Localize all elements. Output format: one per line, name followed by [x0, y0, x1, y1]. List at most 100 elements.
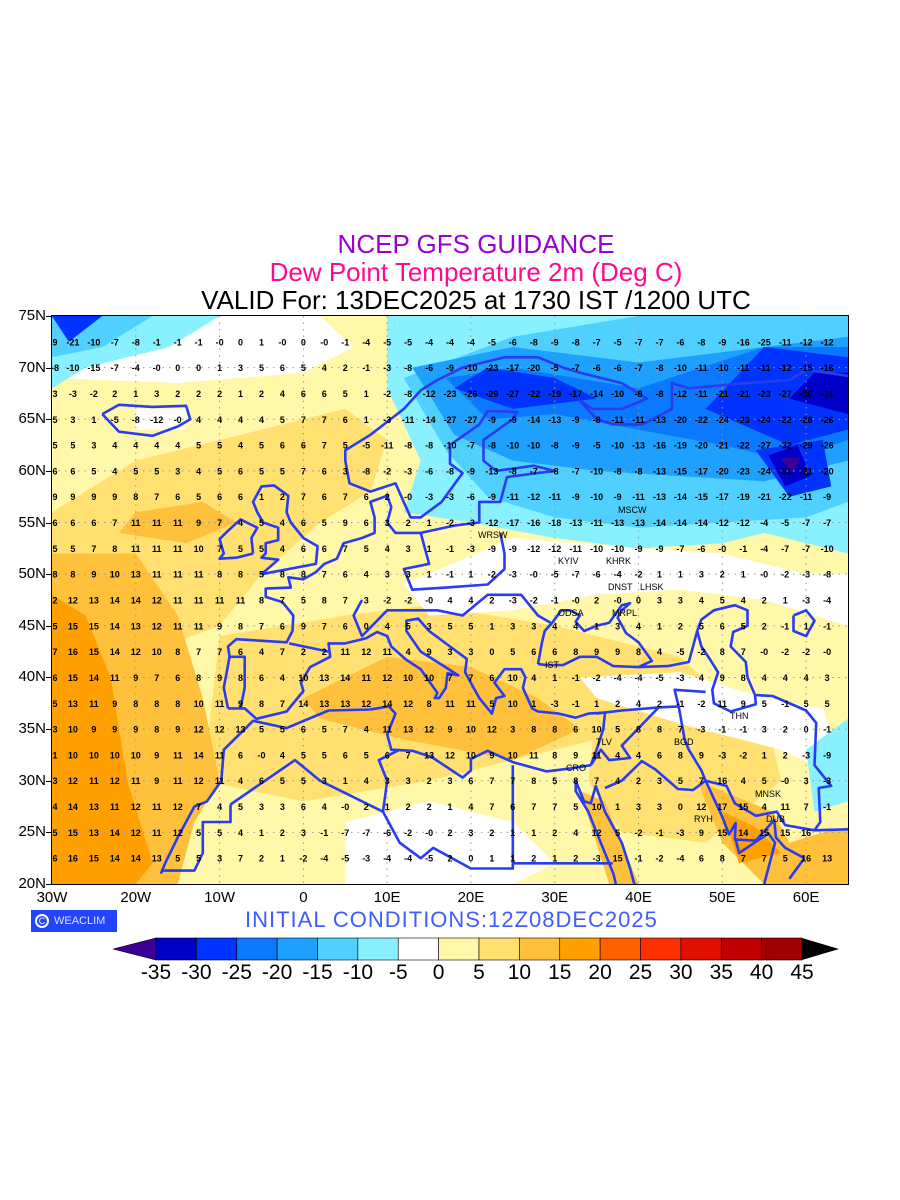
grid-value: 13: [822, 854, 832, 864]
grid-value: -23: [737, 466, 750, 476]
grid-value: 4: [280, 518, 285, 528]
grid-value: 7: [52, 647, 57, 657]
coastline: [596, 706, 659, 715]
grid-value: 16: [801, 828, 811, 838]
grid-value: -2: [634, 570, 642, 580]
grid-value: 4: [385, 621, 390, 631]
grid-value: 4: [468, 596, 473, 606]
grid-value: -10: [590, 544, 603, 554]
grid-value: 11: [152, 544, 162, 554]
grid-value: 5: [825, 699, 830, 709]
grid-value: 9: [720, 673, 725, 683]
coastline: [589, 688, 706, 766]
grid-value: 13: [89, 828, 99, 838]
grid-value: -13: [632, 441, 645, 451]
grid-value: 11: [780, 802, 790, 812]
grid-value: -3: [823, 776, 831, 786]
grid-value: -4: [823, 596, 831, 606]
grid-value: -1: [362, 363, 370, 373]
grid-value: 12: [487, 725, 497, 735]
grid-value: -1: [320, 828, 328, 838]
grid-value: 3: [406, 776, 411, 786]
grid-value: 3: [510, 725, 515, 735]
city-label-odsa: ODSA: [558, 607, 584, 618]
grid-value: 6: [322, 492, 327, 502]
grid-value: 1: [531, 828, 536, 838]
grid-value: 1: [427, 518, 432, 528]
grid-value: -10: [590, 466, 603, 476]
grid-value: -1: [739, 544, 747, 554]
grid-value: 6: [238, 750, 243, 760]
grid-value: 4: [322, 802, 327, 812]
grid-value: -17: [695, 466, 708, 476]
contour-fill-26: [52, 316, 103, 342]
grid-value: 2: [678, 621, 683, 631]
grid-value: 15: [89, 854, 99, 864]
grid-value: -14: [695, 518, 708, 528]
grid-value: 12: [215, 725, 225, 735]
grid-value: 6: [91, 518, 96, 528]
grid-value: -3: [802, 596, 810, 606]
grid-value: 2: [615, 699, 620, 709]
grid-value: 11: [131, 544, 141, 554]
grid-value: -11: [402, 415, 415, 425]
grid-value: -8: [634, 389, 642, 399]
grid-value: -31: [821, 389, 834, 399]
grid-value: 6: [52, 854, 57, 864]
grid-value: -8: [823, 570, 831, 580]
grid-value: 6: [238, 492, 243, 502]
grid-value: 5: [280, 776, 285, 786]
grid-value: -7: [802, 544, 810, 554]
grid-value: -0: [404, 492, 412, 502]
grid-value: -1: [551, 596, 559, 606]
grid-value: 5: [280, 725, 285, 735]
grid-value: 6: [364, 518, 369, 528]
grid-value: 10: [110, 570, 120, 580]
colorbar-swatch: [680, 937, 722, 961]
grid-value: -8: [404, 363, 412, 373]
grid-value: 12: [424, 725, 434, 735]
grid-value: 2: [447, 828, 452, 838]
grid-value: -11: [779, 337, 792, 347]
grid-value: 14: [131, 596, 141, 606]
grid-value: 4: [52, 802, 57, 812]
grid-value: -7: [572, 466, 580, 476]
grid-value: 12: [110, 776, 120, 786]
grid-value: 6: [70, 466, 75, 476]
colorbar-swatch: [559, 937, 601, 961]
grid-value: 6: [301, 518, 306, 528]
grid-value: 11: [152, 802, 162, 812]
grid-value: -1: [823, 725, 831, 735]
grid-value: 4: [238, 518, 243, 528]
grid-values: 9 -21 -10 -7 -8 -1 -1 -1 -0 0 1 -0 0 -0 -1 -4 -5 -5 -4 -4 -4…: [52, 337, 834, 863]
grid-value: 3: [427, 621, 432, 631]
coastline: [228, 617, 607, 766]
grid-value: 4: [573, 621, 578, 631]
city-label-ryh: RYH: [694, 814, 713, 825]
grid-value: 11: [466, 699, 476, 709]
grid-value: 8: [322, 596, 327, 606]
grid-value: 1: [657, 570, 662, 580]
grid-value: 14: [110, 621, 120, 631]
grid-value: -3: [383, 363, 391, 373]
grid-value: -3: [509, 596, 517, 606]
grid-value: 0: [489, 647, 494, 657]
grid-value: -29: [485, 389, 498, 399]
grid-value: -14: [527, 415, 540, 425]
grid-value: 3: [510, 621, 515, 631]
colorbar-swatch: [276, 937, 318, 961]
grid-value: -20: [674, 415, 687, 425]
grid-value: 3: [322, 776, 327, 786]
grid-value: -6: [425, 363, 433, 373]
grid-value: 3: [280, 802, 285, 812]
grid-value: 9: [238, 699, 243, 709]
coastline: [638, 630, 699, 669]
grid-value: 10: [508, 699, 518, 709]
grid-value: 2: [322, 647, 327, 657]
colorbar-label: -20: [261, 961, 293, 984]
grid-value: 5: [154, 466, 159, 476]
grid-value: -0: [760, 570, 768, 580]
grid-value: 2: [196, 389, 201, 399]
grid-value: -3: [467, 544, 475, 554]
grid-value: 6: [343, 750, 348, 760]
